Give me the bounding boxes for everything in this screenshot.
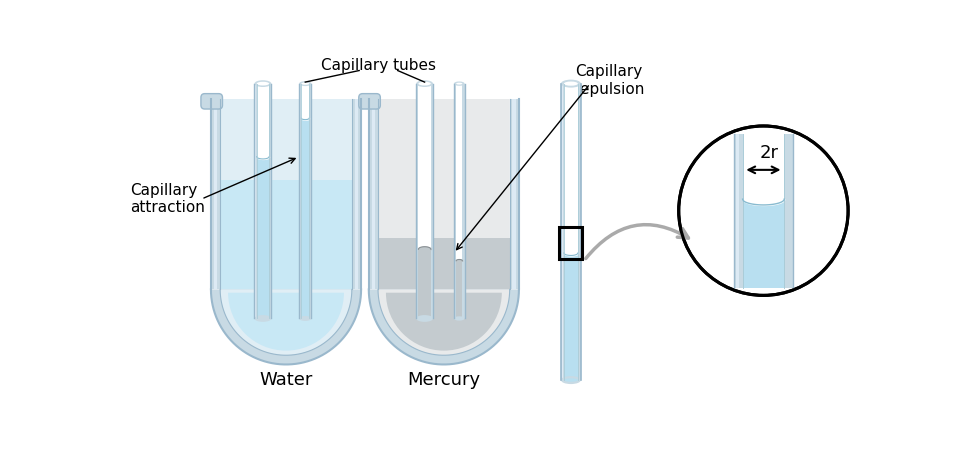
Text: 2r: 2r xyxy=(760,144,779,162)
Bar xyxy=(418,84,431,318)
Ellipse shape xyxy=(418,82,431,86)
Bar xyxy=(256,84,269,318)
Ellipse shape xyxy=(561,80,581,87)
Text: Capillary tubes: Capillary tubes xyxy=(321,58,436,73)
Text: Water: Water xyxy=(259,371,313,389)
Ellipse shape xyxy=(564,378,578,382)
Wedge shape xyxy=(211,289,361,365)
Text: Mercury: Mercury xyxy=(408,371,481,389)
Bar xyxy=(355,99,358,289)
Bar xyxy=(309,84,311,318)
Wedge shape xyxy=(369,289,519,365)
Bar xyxy=(301,118,309,318)
Bar xyxy=(564,84,578,380)
Bar xyxy=(418,249,431,318)
FancyBboxPatch shape xyxy=(378,99,510,289)
Bar xyxy=(560,227,582,259)
Bar xyxy=(734,134,743,288)
Ellipse shape xyxy=(254,315,271,322)
Bar xyxy=(416,84,418,318)
FancyBboxPatch shape xyxy=(220,99,352,289)
Bar xyxy=(456,84,462,318)
Bar xyxy=(564,253,578,380)
Bar xyxy=(254,84,256,318)
Text: Capillary
attraction: Capillary attraction xyxy=(131,183,206,215)
Bar xyxy=(513,99,516,289)
Ellipse shape xyxy=(561,376,581,384)
Bar xyxy=(431,84,433,318)
Bar xyxy=(562,84,563,380)
Bar xyxy=(743,134,784,288)
Bar xyxy=(462,84,465,318)
Bar xyxy=(736,134,739,288)
Wedge shape xyxy=(386,293,502,351)
FancyBboxPatch shape xyxy=(359,94,380,109)
Circle shape xyxy=(679,126,848,295)
Ellipse shape xyxy=(299,81,311,86)
Bar xyxy=(214,99,217,289)
Bar xyxy=(371,99,374,289)
Ellipse shape xyxy=(456,83,462,85)
Bar xyxy=(561,84,564,380)
Bar xyxy=(256,157,269,318)
Ellipse shape xyxy=(299,316,311,321)
Wedge shape xyxy=(378,289,510,355)
Bar xyxy=(220,180,352,296)
Bar xyxy=(299,84,301,318)
Bar xyxy=(784,134,793,288)
Ellipse shape xyxy=(454,82,465,86)
Bar xyxy=(301,84,309,318)
Wedge shape xyxy=(220,289,352,355)
Bar xyxy=(352,99,361,289)
Bar xyxy=(211,99,220,289)
Bar xyxy=(510,99,519,289)
Wedge shape xyxy=(384,289,503,349)
Wedge shape xyxy=(228,293,344,351)
Wedge shape xyxy=(386,293,502,351)
Bar xyxy=(456,261,462,318)
Text: Capillary
repulsion: Capillary repulsion xyxy=(575,64,645,97)
Ellipse shape xyxy=(564,82,578,86)
Ellipse shape xyxy=(254,80,271,87)
Wedge shape xyxy=(228,293,344,351)
Ellipse shape xyxy=(256,82,269,86)
Ellipse shape xyxy=(454,316,465,321)
Bar xyxy=(369,99,378,289)
Bar xyxy=(743,199,784,288)
Ellipse shape xyxy=(416,315,433,322)
FancyBboxPatch shape xyxy=(201,94,222,109)
Bar xyxy=(578,84,581,380)
Ellipse shape xyxy=(416,80,433,87)
Bar xyxy=(378,238,510,296)
Bar xyxy=(454,84,456,318)
Bar xyxy=(269,84,271,318)
Wedge shape xyxy=(227,289,345,349)
Ellipse shape xyxy=(301,82,309,85)
